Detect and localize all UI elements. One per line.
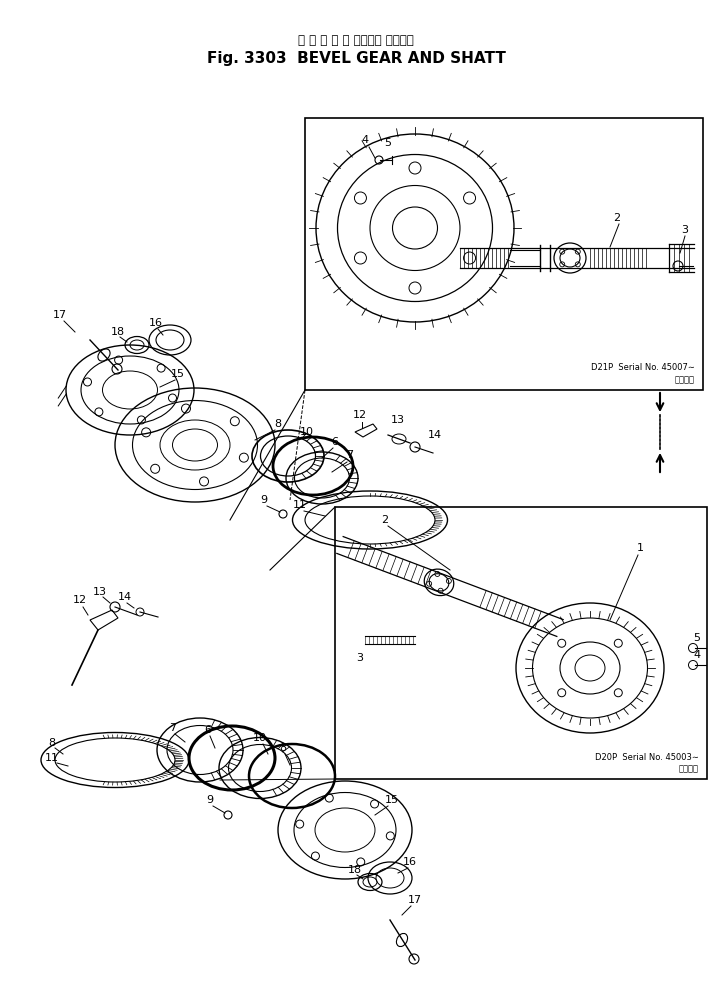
Text: 6: 6: [332, 437, 339, 447]
Text: 8: 8: [275, 419, 282, 429]
Text: 2: 2: [613, 213, 620, 223]
Text: 16: 16: [403, 857, 417, 867]
Text: 4: 4: [361, 135, 369, 145]
Polygon shape: [337, 537, 563, 637]
Text: 9: 9: [207, 795, 214, 805]
Text: 3: 3: [682, 225, 689, 235]
Text: 3: 3: [356, 653, 364, 663]
Text: 13: 13: [391, 415, 405, 425]
Text: 15: 15: [171, 369, 185, 379]
Text: 7: 7: [170, 723, 177, 733]
Text: 11: 11: [45, 753, 59, 763]
Text: 15: 15: [385, 795, 399, 805]
Text: 17: 17: [408, 895, 422, 905]
Text: D21P  Serial No. 45007∼: D21P Serial No. 45007∼: [591, 363, 695, 372]
Text: 12: 12: [73, 595, 87, 605]
Text: 適用番号: 適用番号: [675, 375, 695, 384]
Text: 6: 6: [205, 725, 212, 735]
Text: 11: 11: [293, 500, 307, 510]
Text: 17: 17: [53, 310, 67, 320]
Text: 5: 5: [694, 633, 700, 643]
Text: ベ ベ ル ギ ヤ ーおよび シャフト: ベ ベ ル ギ ヤ ーおよび シャフト: [298, 34, 414, 47]
Text: 4: 4: [694, 650, 701, 660]
Text: 18: 18: [111, 327, 125, 337]
Bar: [335, 507, 707, 779]
Text: 13: 13: [93, 587, 107, 597]
Text: 1: 1: [637, 543, 644, 553]
Text: 7: 7: [347, 450, 354, 460]
Text: 5: 5: [384, 138, 391, 148]
Text: 12: 12: [353, 410, 367, 420]
Text: 14: 14: [118, 592, 132, 602]
Text: D20P  Serial No. 45003∼: D20P Serial No. 45003∼: [595, 752, 699, 761]
Bar: [305, 118, 703, 390]
Text: 8: 8: [48, 738, 56, 748]
Text: 適用番号: 適用番号: [679, 764, 699, 773]
Text: 16: 16: [149, 318, 163, 328]
Polygon shape: [90, 610, 118, 630]
Text: 18: 18: [348, 865, 362, 875]
Text: 9: 9: [260, 495, 267, 505]
Text: Fig. 3303  BEVEL GEAR AND SHATT: Fig. 3303 BEVEL GEAR AND SHATT: [207, 50, 506, 65]
Text: 10: 10: [253, 733, 267, 743]
Text: 14: 14: [428, 430, 442, 440]
Text: 8: 8: [279, 743, 287, 753]
Text: 2: 2: [381, 515, 389, 525]
Polygon shape: [355, 424, 377, 437]
Text: 10: 10: [300, 427, 314, 437]
